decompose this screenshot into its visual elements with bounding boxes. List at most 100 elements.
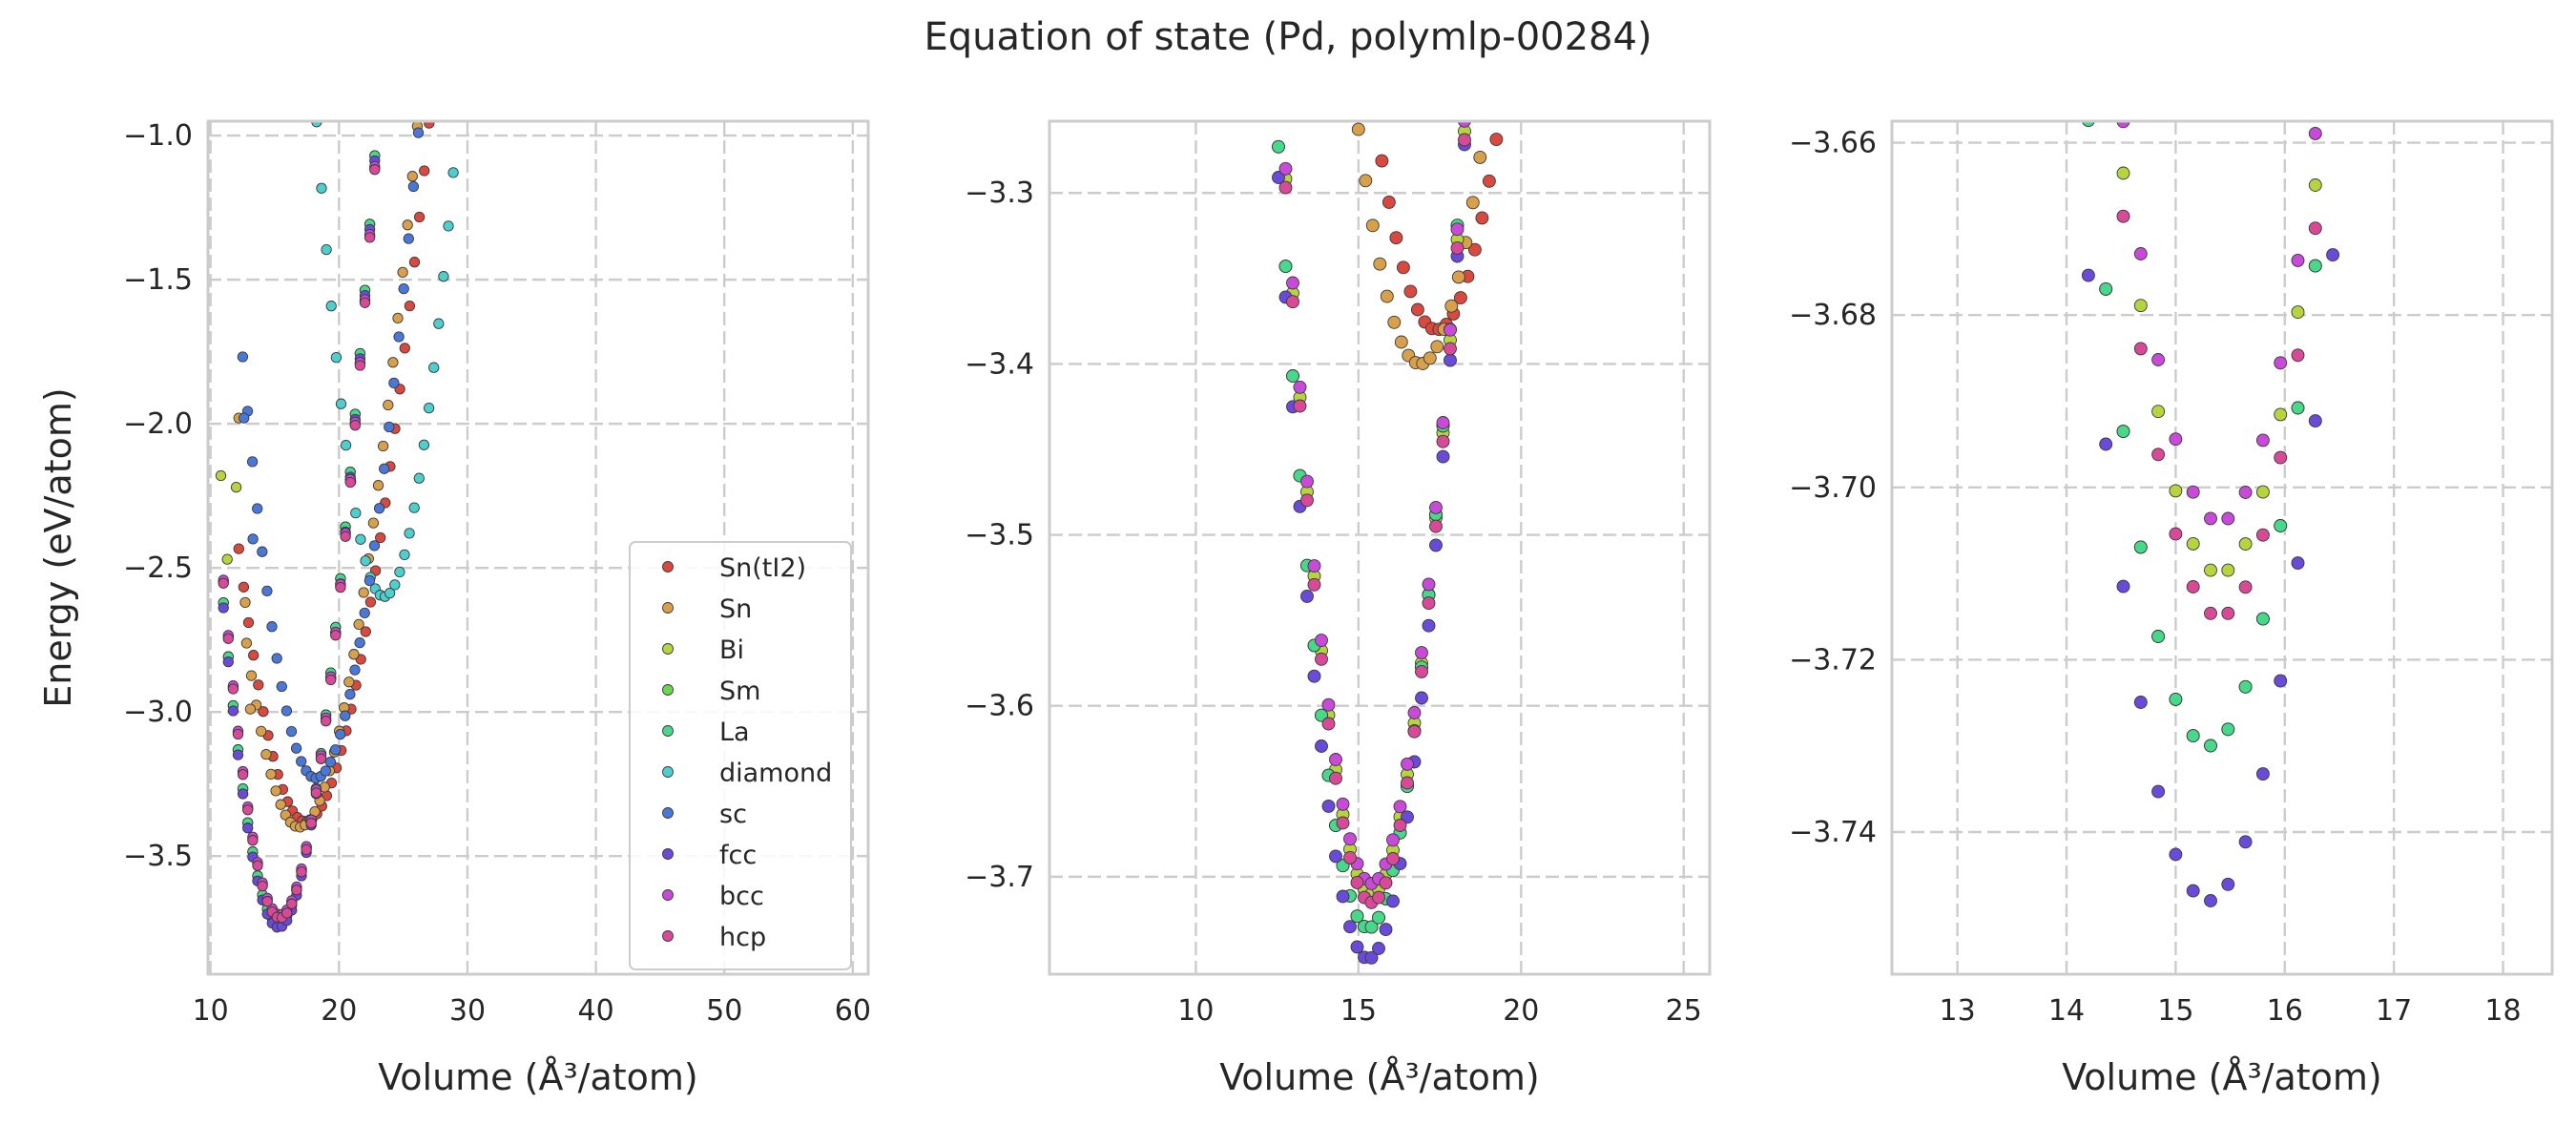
- data-point: [2204, 511, 2217, 526]
- data-point: [1407, 706, 1422, 719]
- x-axis-label: Volume (Å³/atom): [1219, 1056, 1540, 1098]
- data-point: [1430, 340, 1444, 354]
- data-point: [2274, 674, 2288, 688]
- data-point: [2274, 519, 2288, 532]
- data-point: [320, 716, 332, 727]
- data-point: [2255, 767, 2270, 781]
- data-point: [1350, 940, 1364, 954]
- x-tick-label: 20: [1503, 994, 1539, 1028]
- data-point: [438, 271, 449, 282]
- data-point: [252, 860, 263, 871]
- data-point: [364, 574, 376, 587]
- data-point: [1396, 260, 1410, 275]
- data-point: [281, 907, 293, 919]
- data-point: [1436, 434, 1450, 448]
- data-point: [285, 725, 298, 738]
- points-layer: [1272, 121, 1504, 965]
- y-tick-label: −1.5: [123, 263, 193, 297]
- data-point: [1272, 171, 1285, 184]
- data-point: [1386, 894, 1400, 908]
- data-point: [377, 440, 389, 452]
- data-point: [402, 219, 413, 231]
- data-point: [246, 456, 259, 468]
- data-point: [1381, 195, 1396, 209]
- data-point: [275, 799, 286, 810]
- data-point: [1329, 849, 1342, 864]
- legend-marker: [662, 930, 674, 942]
- data-point: [447, 167, 459, 178]
- data-point: [2255, 528, 2270, 542]
- data-point: [1422, 596, 1436, 611]
- data-point: [237, 769, 249, 781]
- data-point: [310, 787, 322, 799]
- legend: Sn(tI2) Sn Bi Sm La diamond sc fcc bcc hcp: [629, 541, 852, 970]
- data-point: [320, 765, 331, 777]
- data-point: [316, 182, 327, 194]
- data-point: [1444, 342, 1457, 356]
- data-point: [348, 649, 360, 660]
- data-point: [418, 439, 430, 450]
- data-point: [1286, 276, 1299, 290]
- data-point: [232, 728, 244, 740]
- legend-marker: [662, 643, 674, 655]
- data-point: [325, 674, 337, 686]
- data-point: [1429, 538, 1443, 552]
- data-point: [358, 587, 369, 598]
- data-point: [359, 607, 370, 619]
- data-point: [2099, 437, 2113, 451]
- data-point: [227, 705, 239, 717]
- data-point: [335, 581, 346, 593]
- data-point: [1278, 260, 1293, 274]
- data-point: [1394, 335, 1408, 349]
- data-point: [247, 835, 259, 846]
- data-point: [242, 804, 254, 816]
- x-axis-label: Volume (Å³/atom): [378, 1056, 698, 1098]
- y-tick-label: −3.3: [965, 177, 1034, 210]
- data-point: [1444, 353, 1457, 367]
- data-point: [2255, 612, 2270, 626]
- data-point: [291, 885, 302, 896]
- data-point: [290, 742, 302, 754]
- y-tick-label: −3.7: [965, 861, 1034, 894]
- x-tick-label: 20: [321, 994, 357, 1028]
- data-point: [260, 748, 272, 760]
- data-point: [373, 503, 385, 514]
- legend-marker: [662, 561, 674, 572]
- data-point: [239, 412, 250, 424]
- x-tick-label: 30: [449, 994, 486, 1028]
- data-point: [335, 728, 346, 740]
- data-point: [379, 463, 390, 474]
- data-point: [1403, 284, 1418, 299]
- data-point: [2255, 485, 2270, 499]
- data-point: [1364, 920, 1379, 934]
- data-point: [242, 822, 254, 834]
- data-point: [368, 540, 381, 552]
- data-point: [240, 637, 253, 649]
- data-point: [253, 679, 264, 691]
- data-point: [388, 377, 400, 389]
- figure-title: Equation of state (Pd, polymlp-00284): [924, 15, 1652, 59]
- data-point: [1278, 161, 1293, 176]
- data-point: [1458, 133, 1471, 147]
- data-point: [1451, 270, 1465, 284]
- data-point: [330, 630, 342, 641]
- data-point: [296, 866, 307, 878]
- data-point: [1307, 669, 1321, 683]
- y-tick-label: −3.6: [965, 690, 1034, 723]
- data-point: [428, 362, 440, 373]
- legend-label: Sm: [719, 677, 760, 706]
- data-point: [384, 421, 395, 433]
- data-point: [413, 211, 426, 223]
- data-point: [372, 480, 384, 491]
- x-tick-label: 10: [1177, 994, 1214, 1028]
- data-point: [1415, 664, 1428, 678]
- data-point: [1336, 816, 1350, 830]
- data-point: [248, 650, 260, 661]
- data-point: [389, 579, 401, 591]
- data-point: [1372, 890, 1385, 905]
- data-point: [403, 233, 414, 244]
- legend-label: Bi: [719, 635, 744, 665]
- data-point: [1453, 291, 1467, 305]
- x-tick-label: 50: [706, 994, 742, 1028]
- data-point: [1401, 757, 1414, 771]
